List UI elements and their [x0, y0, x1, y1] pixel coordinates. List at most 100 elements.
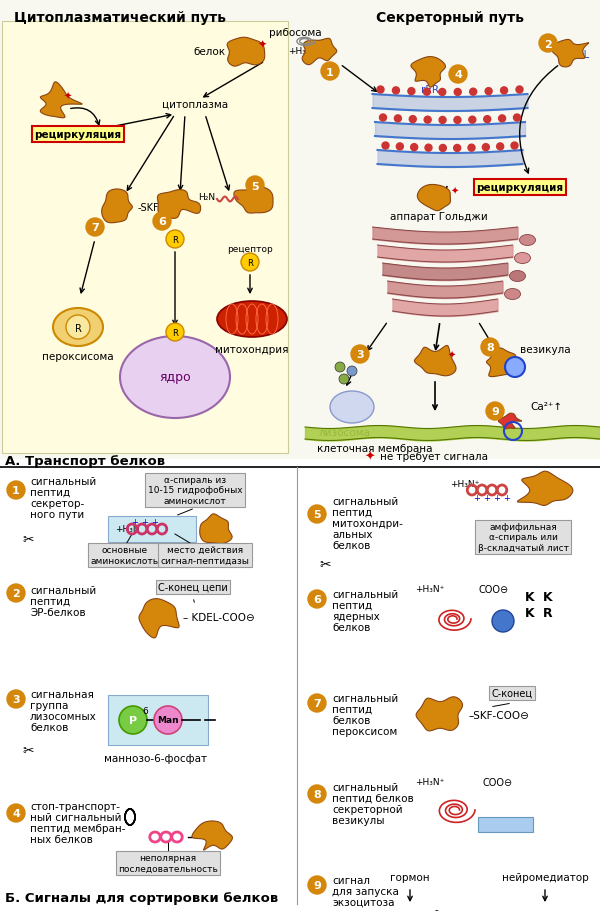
- Text: митохондрия: митохондрия: [215, 344, 289, 354]
- Text: сигнальный: сигнальный: [332, 589, 398, 599]
- Text: Секреторный путь: Секреторный путь: [376, 11, 524, 25]
- Circle shape: [497, 144, 503, 150]
- Circle shape: [7, 482, 25, 499]
- Text: +: +: [152, 518, 158, 527]
- Text: сигнал: сигнал: [332, 875, 370, 885]
- Circle shape: [166, 323, 184, 342]
- Text: сигнальный: сигнальный: [332, 693, 398, 703]
- Text: пептид: пептид: [30, 487, 70, 497]
- Text: сигнальный: сигнальный: [332, 783, 398, 793]
- Text: 3: 3: [356, 350, 364, 360]
- Text: пептид: пептид: [332, 704, 372, 714]
- Circle shape: [339, 374, 349, 384]
- Ellipse shape: [520, 235, 536, 246]
- Text: группа: группа: [30, 701, 68, 711]
- Circle shape: [410, 145, 418, 151]
- Text: 3: 3: [12, 695, 20, 705]
- Circle shape: [382, 143, 389, 149]
- Text: белков: белков: [332, 540, 370, 550]
- Polygon shape: [227, 38, 265, 67]
- Circle shape: [308, 785, 326, 804]
- Circle shape: [484, 117, 491, 124]
- Text: Б. Сигналы для сортировки белков: Б. Сигналы для сортировки белков: [5, 891, 278, 904]
- Polygon shape: [411, 57, 445, 88]
- Circle shape: [500, 87, 508, 95]
- Text: COO⊖: COO⊖: [482, 777, 512, 787]
- Polygon shape: [139, 599, 179, 639]
- Circle shape: [454, 118, 461, 124]
- Circle shape: [439, 145, 446, 152]
- Text: α-спираль из
10-15 гидрофобных
аминокислот: α-спираль из 10-15 гидрофобных аминокисл…: [148, 476, 242, 506]
- Text: H₂N: H₂N: [198, 193, 215, 202]
- Text: ных белков: ных белков: [30, 834, 93, 844]
- Ellipse shape: [53, 309, 103, 346]
- Text: R: R: [543, 607, 553, 619]
- Polygon shape: [192, 821, 232, 850]
- Text: -KDEL: -KDEL: [561, 50, 590, 60]
- Text: неполярная
последовательность: неполярная последовательность: [118, 854, 218, 873]
- Text: ✦: ✦: [64, 92, 72, 102]
- Text: митохондри-: митохондри-: [332, 518, 403, 528]
- Text: секреторной: секреторной: [332, 804, 403, 814]
- Circle shape: [449, 66, 467, 84]
- Text: сигнальный: сигнальный: [30, 586, 96, 596]
- Text: рибосома: рибосома: [269, 28, 322, 38]
- Text: rER: rER: [421, 85, 439, 95]
- Text: ✦: ✦: [365, 450, 375, 463]
- Circle shape: [424, 117, 431, 124]
- Text: +: +: [503, 494, 511, 503]
- Ellipse shape: [120, 337, 230, 418]
- Circle shape: [485, 88, 492, 96]
- Text: ✂: ✂: [319, 558, 331, 571]
- Text: везикулы: везикулы: [332, 815, 385, 825]
- Circle shape: [377, 87, 384, 94]
- Text: лизосомных: лизосомных: [30, 711, 97, 722]
- Circle shape: [241, 254, 259, 271]
- Text: сигнальная: сигнальная: [30, 690, 94, 700]
- Circle shape: [499, 116, 506, 123]
- Circle shape: [539, 35, 557, 53]
- Text: белков: белков: [332, 715, 370, 725]
- Text: +H₃N⁺: +H₃N⁺: [415, 778, 445, 786]
- Text: пептид: пептид: [332, 507, 372, 517]
- Text: –SKF-COO⊖: –SKF-COO⊖: [468, 711, 529, 721]
- Text: секретор-: секретор-: [30, 498, 84, 508]
- Text: K: K: [525, 607, 535, 619]
- Text: стоп-транспорт-: стоп-транспорт-: [30, 801, 120, 811]
- Text: 8: 8: [486, 343, 494, 353]
- Circle shape: [439, 118, 446, 124]
- Text: 2: 2: [544, 39, 552, 49]
- Ellipse shape: [505, 289, 521, 300]
- Text: 2: 2: [12, 589, 20, 599]
- Ellipse shape: [330, 392, 374, 424]
- Text: +H₃N⁺: +H₃N⁺: [450, 480, 479, 489]
- Polygon shape: [418, 185, 451, 211]
- Circle shape: [511, 143, 518, 149]
- Text: С-конец: С-конец: [491, 688, 533, 698]
- Text: С-конец цепи: С-конец цепи: [158, 582, 228, 592]
- Text: 1: 1: [326, 67, 334, 77]
- Text: 5: 5: [313, 510, 321, 520]
- Circle shape: [514, 115, 521, 122]
- Text: пероксисом: пероксисом: [332, 726, 397, 736]
- Circle shape: [308, 506, 326, 524]
- Circle shape: [119, 706, 147, 734]
- Text: основные
аминокислоты: основные аминокислоты: [90, 546, 160, 565]
- Text: -SKF: -SKF: [138, 203, 160, 213]
- Polygon shape: [101, 189, 133, 223]
- Text: ядро: ядро: [159, 371, 191, 384]
- Ellipse shape: [217, 302, 287, 338]
- Polygon shape: [517, 472, 573, 506]
- Text: K: K: [525, 591, 535, 604]
- Text: +: +: [131, 518, 139, 527]
- Text: 1: 1: [12, 486, 20, 496]
- Circle shape: [351, 345, 369, 363]
- Text: 4: 4: [12, 809, 20, 819]
- Circle shape: [166, 230, 184, 249]
- Text: Man: Man: [157, 716, 179, 725]
- Text: – KDEL-COO⊖: – KDEL-COO⊖: [183, 612, 255, 622]
- Circle shape: [425, 145, 432, 152]
- Polygon shape: [415, 346, 456, 376]
- Text: пероксисома: пероксисома: [42, 352, 114, 362]
- Bar: [2, 22, 288, 454]
